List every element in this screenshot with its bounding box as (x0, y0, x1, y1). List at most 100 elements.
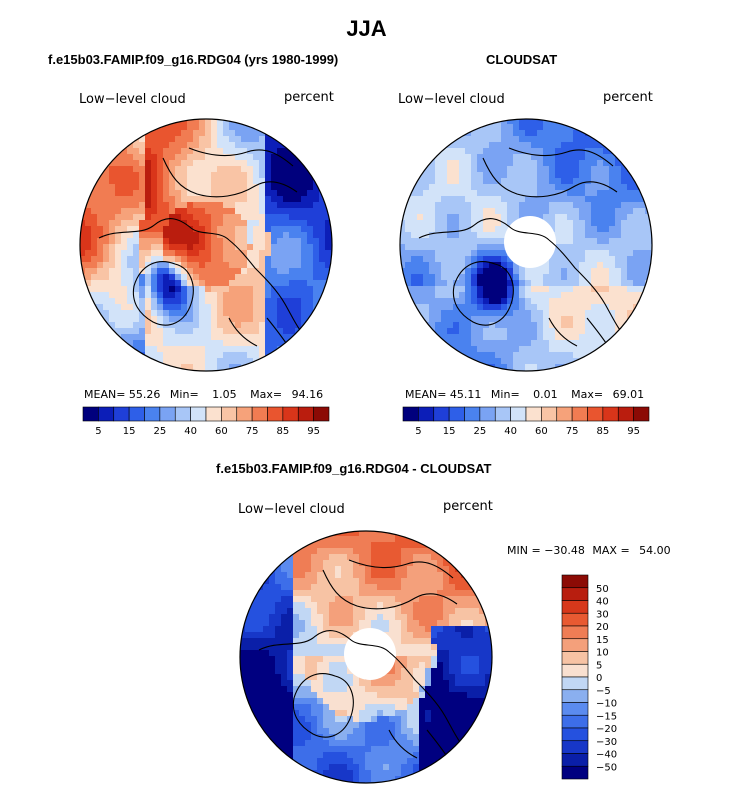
colorbar-tick-label: 5 (95, 426, 101, 437)
colorbar-tick-label: 5 (415, 426, 421, 437)
panel1-colorbar: 5 15 25 40 60 75 85 95 (82, 406, 330, 437)
colorbar-swatch (313, 406, 330, 422)
panel3-title: f.e15b03.FAMIP.f09_g16.RDG04 - CLOUDSAT (216, 461, 492, 476)
map-boundary (399, 118, 653, 372)
coastline-segment (388, 651, 470, 753)
colorbar-swatch (174, 406, 191, 422)
colorbar-tick-label: 15 (123, 426, 136, 437)
colorbar-swatch (418, 406, 435, 422)
colorbar-swatch (561, 651, 589, 665)
colorbar-swatch (561, 727, 589, 742)
colorbar-swatch (205, 406, 222, 422)
colorbar-swatch (556, 406, 573, 422)
colorbar-swatch (561, 714, 589, 729)
coastline-segment (98, 218, 230, 241)
coastline-segment (482, 157, 618, 198)
panel1-polar-map (79, 118, 333, 372)
colorbar-swatch (561, 625, 589, 640)
panel3-units-label: percent (443, 499, 493, 514)
figure-title: JJA (346, 16, 387, 41)
colorbar-swatch (251, 406, 268, 422)
panel2-min-value: 0.01 (533, 388, 558, 401)
colorbar-swatch (571, 406, 588, 422)
panel2-min-label: Min= (490, 388, 520, 401)
colorbar-tick-label: 40 (504, 426, 517, 437)
colorbar-swatch (633, 406, 650, 422)
coastline-segment (348, 559, 454, 579)
colorbar-swatch (561, 689, 589, 703)
coastline-segment (228, 239, 310, 341)
map-boundary (79, 118, 333, 372)
colorbar-swatch (561, 574, 589, 589)
panel2-variable-label: Low−level cloud (398, 92, 505, 107)
panel3-max-label: MAX = (592, 544, 630, 557)
panel1-mean-label: MEAN= (84, 388, 126, 401)
panel3-minmax: MIN = −30.48 MAX = 54.00 (507, 544, 671, 557)
colorbar-swatch (561, 638, 589, 652)
colorbar-swatch (113, 406, 130, 422)
colorbar-tick-label: 75 (566, 426, 579, 437)
colorbar-swatch (402, 406, 419, 422)
colorbar-swatch (297, 406, 314, 422)
map-boundary (239, 530, 493, 784)
colorbar-tick-label: 85 (277, 426, 290, 437)
coastline-segment (258, 630, 390, 653)
panel1-mean-value: 55.26 (128, 388, 161, 401)
coastline-segment (162, 157, 298, 198)
colorbar-swatch (561, 663, 589, 678)
panel2-mean-value: 45.11 (449, 388, 482, 401)
colorbar-tick-label: 25 (474, 426, 487, 437)
colorbar-tick-label: 20 (596, 622, 609, 633)
colorbar-swatch (494, 406, 511, 422)
panel1-title: f.e15b03.FAMIP.f09_g16.RDG04 (yrs 1980-1… (48, 52, 339, 67)
colorbar-tick-label: 10 (596, 648, 609, 659)
colorbar-swatch (236, 406, 253, 422)
polar-data-gap (344, 628, 396, 680)
colorbar-tick-label: 30 (596, 609, 609, 620)
colorbar-tick-label: 15 (443, 426, 456, 437)
contour-field (400, 119, 652, 371)
colorbar-tick-label: 15 (596, 635, 609, 646)
panel3-variable-label: Low−level cloud (238, 502, 345, 517)
panel2-stats: MEAN= 45.11 Min= 0.01 Max= 69.01 (405, 388, 644, 401)
colorbar-swatch (561, 587, 589, 601)
coastline-segment (452, 261, 514, 326)
panel3-max-value: 54.00 (639, 544, 671, 557)
coastline-segment (418, 218, 550, 241)
colorbar-swatch (144, 406, 161, 422)
coastline-segment (508, 147, 614, 167)
colorbar-tick-label: 25 (154, 426, 167, 437)
panel1-min-label: Min= (169, 388, 199, 401)
colorbar-tick-label: 5 (596, 660, 602, 671)
colorbar-tick-label: 40 (184, 426, 197, 437)
coastline-segment (132, 261, 194, 326)
colorbar-tick-label: 85 (597, 426, 610, 437)
panel2-units-label: percent (603, 90, 653, 105)
colorbar-swatch (561, 753, 589, 767)
colorbar-swatch (561, 765, 589, 780)
colorbar-swatch (525, 406, 542, 422)
colorbar-tick-label: 95 (307, 426, 320, 437)
colorbar-swatch (602, 406, 619, 422)
colorbar-swatch (282, 406, 299, 422)
colorbar-swatch (128, 406, 145, 422)
colorbar-swatch (98, 406, 115, 422)
panel2-polar-map (399, 118, 653, 372)
colorbar-tick-label: −10 (596, 699, 617, 710)
polar-data-gap (504, 216, 556, 268)
colorbar-swatch (561, 740, 589, 754)
coastline-segment (292, 673, 354, 738)
colorbar-tick-label: 50 (596, 584, 609, 595)
colorbar-swatch (159, 406, 176, 422)
colorbar-tick-label: 75 (246, 426, 259, 437)
colorbar-tick-label: 95 (627, 426, 640, 437)
panel2-colorbar: 5 15 25 40 60 75 85 95 (402, 406, 650, 437)
colorbar-swatch (561, 676, 589, 691)
panel2-mean-label: MEAN= (405, 388, 447, 401)
colorbar-swatch (464, 406, 481, 422)
panel3-min-label: MIN = (507, 544, 541, 557)
panel1-stats: MEAN= 55.26 Min= 1.05 Max= 94.16 (84, 388, 323, 401)
coastline-segment (548, 317, 578, 347)
panel2-title: CLOUDSAT (486, 52, 558, 67)
coastline-segment (228, 317, 258, 347)
